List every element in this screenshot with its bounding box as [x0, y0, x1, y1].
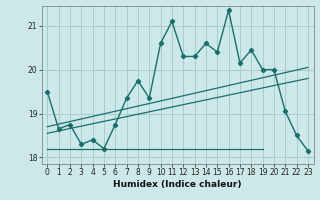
X-axis label: Humidex (Indice chaleur): Humidex (Indice chaleur) — [113, 180, 242, 189]
